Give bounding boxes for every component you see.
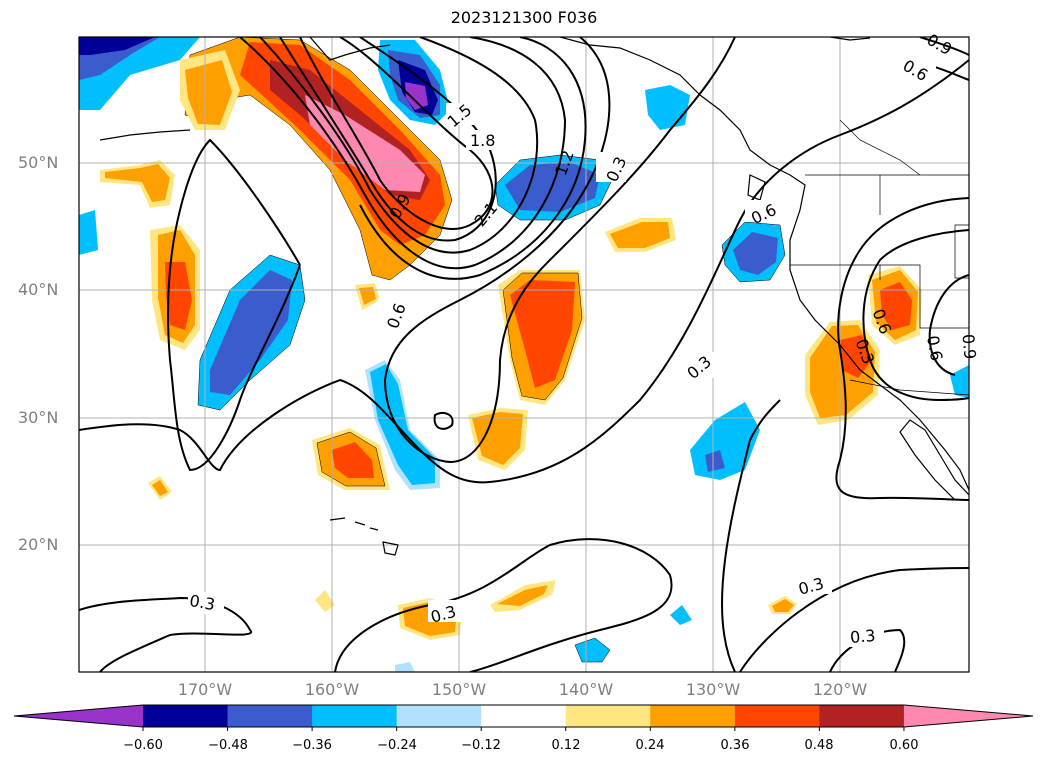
lat-label: 30°N	[18, 408, 59, 427]
contour-label-group: 0.9 0.6 1.5 1.8 2.1 1.2 0.3 0.6 0.9 0.6 …	[188, 30, 980, 647]
colorbar-tick-label: 0.36	[720, 738, 750, 753]
colorbar-segment	[227, 705, 313, 727]
map-title: 2023121300 F036	[450, 8, 598, 27]
lon-label: 120°W	[812, 680, 868, 699]
positive-field-pink	[305, 95, 425, 192]
colorbar-tick-label: 0.60	[889, 738, 919, 753]
contour-label: 1.8	[470, 131, 495, 150]
colorbar	[13, 704, 1034, 731]
contour-lines	[79, 37, 969, 672]
colorbar-tick-label: −0.36	[292, 738, 332, 753]
contour-label: 0.9	[924, 30, 956, 59]
colorbar-segment	[143, 705, 229, 727]
colorbar-tick-label: −0.48	[208, 738, 248, 753]
lon-label: 150°W	[431, 680, 487, 699]
contour-label: 0.6	[923, 334, 946, 362]
lat-label: 20°N	[18, 535, 59, 554]
colorbar-tick-label: 0.48	[804, 738, 834, 753]
colorbar-segment	[396, 705, 482, 727]
colorbar-segment	[819, 705, 905, 727]
colorbar-segment	[565, 705, 651, 727]
lat-lon-grid	[79, 37, 969, 672]
colorbar-segment	[734, 705, 820, 727]
state-borders	[790, 119, 969, 396]
colorbar-segment	[650, 705, 736, 727]
coastlines	[99, 37, 969, 556]
lon-label: 170°W	[177, 680, 233, 699]
contour-label: 0.3	[849, 626, 876, 647]
colorbar-extend-low	[14, 705, 143, 727]
lon-label: 140°W	[558, 680, 614, 699]
contour-label: 0.3	[188, 591, 216, 614]
colorbar-segment	[312, 705, 398, 727]
colorbar-tick-label: −0.60	[123, 738, 163, 753]
lon-label: 130°W	[685, 680, 741, 699]
colorbar-extend-high	[903, 705, 1033, 727]
colorbar-tick-label: −0.12	[461, 738, 501, 753]
contour-label: 2.1	[470, 198, 501, 230]
colorbar-tick-label: −0.24	[377, 738, 417, 753]
map-frame	[78, 36, 970, 673]
colorbar-tick-label: 0.12	[551, 738, 581, 753]
lon-label: 160°W	[304, 680, 360, 699]
lat-label: 50°N	[18, 153, 59, 172]
colorbar-segment	[481, 705, 567, 727]
lat-label: 40°N	[18, 280, 59, 299]
shaded-fields	[79, 37, 969, 672]
negative-field-purple	[405, 82, 428, 110]
colorbar-tick-label: 0.24	[635, 738, 665, 753]
